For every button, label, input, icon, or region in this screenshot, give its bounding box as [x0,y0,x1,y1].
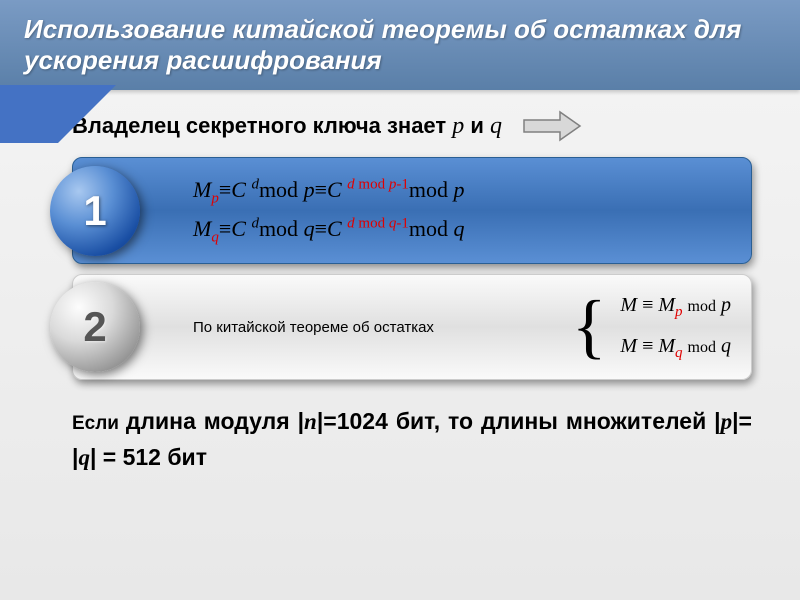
intro-text: Владелец секретного ключа знает p и q [72,113,502,140]
step-2-number: 2 [83,303,106,351]
step-2-formulas: M ≡ Mp mod p M ≡ Mq mod q [620,289,731,365]
intro-prefix: Владелец секретного ключа знает [72,113,452,138]
arrow-icon [522,110,582,142]
slide: 5 Использование китайской теоремы об ост… [0,0,800,600]
slide-content: Владелец секретного ключа знает p и q Mp… [0,90,800,475]
step-2-panel: По китайской теореме об остатках { M ≡ M… [72,274,752,380]
brace-icon: { [572,298,607,356]
formula-m-mod-q: M ≡ Mq mod q [620,330,731,365]
slide-title: Использование китайской теоремы об остат… [24,14,776,76]
step-1-panel: Mp≡C dmod p≡C d mod p-1mod p Mq≡C dmod q… [72,157,752,264]
intro-var-q: q [490,113,502,139]
corner-decoration [0,85,58,143]
bottom-t5: | = 512 бит [90,444,207,470]
bottom-p: p [721,409,733,434]
step-2-sphere: 2 [50,282,140,372]
step-2-text: По китайской теореме об остатках [193,317,558,338]
bottom-t1: Если [72,413,126,434]
bottom-t2: длина модуля | [126,408,304,434]
intro-line: Владелец секретного ключа знает p и q [72,110,752,142]
intro-var-p: p [452,113,464,139]
bottom-n: n [304,409,317,434]
bottom-q: q [78,445,90,470]
bottom-text: Если длина модуля |n|=1024 бит, то длины… [72,404,752,475]
bottom-t3: |=1024 бит, то длины множителей | [317,408,721,434]
step-1-sphere: 1 [50,166,140,256]
formula-m-mod-p: M ≡ Mp mod p [620,289,731,324]
slide-header: Использование китайской теоремы об остат… [0,0,800,90]
step-1-container: Mp≡C dmod p≡C d mod p-1mod p Mq≡C dmod q… [72,157,752,264]
formula-mp: Mp≡C dmod p≡C d mod p-1mod p [193,172,731,210]
step-2-container: По китайской теореме об остатках { M ≡ M… [72,274,752,380]
formula-mq: Mq≡C dmod q≡C d mod q-1mod q [193,211,731,249]
intro-and: и [464,113,490,138]
step-1-number: 1 [83,187,106,235]
